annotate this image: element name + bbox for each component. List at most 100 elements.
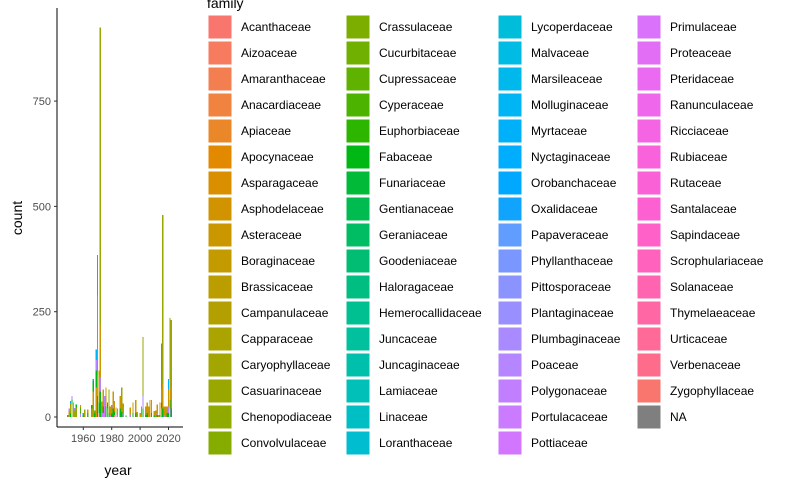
bar-stack xyxy=(136,411,138,417)
bar-stack xyxy=(170,320,173,417)
bar-stack xyxy=(108,389,110,417)
bar-segment xyxy=(96,374,99,396)
bar-segment xyxy=(166,406,168,413)
bar-stack xyxy=(146,402,148,417)
legend-label: Casuarinaceae xyxy=(241,384,322,398)
legend-label: Plumbaginaceae xyxy=(531,332,621,346)
bar-segment xyxy=(119,408,121,417)
legend-key xyxy=(636,300,662,326)
legend-label: Caryophyllaceae xyxy=(241,358,331,372)
bar-segment xyxy=(92,391,94,417)
bar-stack xyxy=(156,404,158,417)
legend-item: NA xyxy=(636,404,687,430)
bar-segment xyxy=(163,406,165,415)
legend-key xyxy=(345,66,371,92)
bar-stack xyxy=(121,387,123,417)
legend-key xyxy=(345,14,371,40)
legend-label: Acanthaceae xyxy=(241,20,311,34)
legend-key xyxy=(497,14,523,40)
bar-segment xyxy=(69,403,72,414)
legend-item: Portulacaceae xyxy=(497,404,608,430)
bar-segment xyxy=(121,387,123,412)
bar-segment xyxy=(104,395,106,405)
bar-segment xyxy=(155,410,157,417)
bar-stack xyxy=(113,400,116,417)
bar-segment xyxy=(71,399,73,405)
legend-label: Hemerocallidaceae xyxy=(379,306,482,320)
legend-label: Plantaginaceae xyxy=(531,306,614,320)
bar-segment xyxy=(102,389,104,407)
legend-key xyxy=(497,274,523,300)
bar-segment xyxy=(169,318,171,380)
y-tick-label: 0 xyxy=(45,412,51,424)
bar-segment xyxy=(135,412,137,417)
legend-key xyxy=(497,170,523,196)
legend-key xyxy=(636,326,662,352)
legend-item: Goodeniaceae xyxy=(345,248,457,274)
legend-label: Rubiaceae xyxy=(670,150,728,164)
legend-item: Anacardiaceae xyxy=(207,92,321,118)
bar-stack xyxy=(75,404,77,417)
bar-stack xyxy=(166,406,168,417)
bar-stack xyxy=(68,408,70,417)
legend-label: Crassulaceae xyxy=(379,20,453,34)
bar-stack xyxy=(99,27,102,417)
legend-item: Linaceae xyxy=(345,404,428,430)
legend-item: Molluginaceae xyxy=(497,92,609,118)
legend-key xyxy=(207,248,233,274)
bar-segment xyxy=(132,412,134,417)
legend-item: Plantaginaceae xyxy=(497,300,614,326)
bar-segment xyxy=(99,391,102,417)
legend-title: family xyxy=(207,0,244,11)
bar-segment xyxy=(125,415,127,417)
bar-segment xyxy=(113,411,116,415)
bar-segment xyxy=(159,414,161,417)
legend-item: Loranthaceae xyxy=(345,430,453,456)
bar-segment xyxy=(95,387,97,417)
legend-item: Primulaceae xyxy=(636,14,737,40)
legend-item: Plumbaginaceae xyxy=(497,326,621,352)
bar-stack xyxy=(112,391,114,417)
bar-segment xyxy=(153,415,155,417)
x-ticks: 1960 1980 2000 2020 xyxy=(71,427,181,445)
bar-stack xyxy=(79,405,82,417)
legend-label: Convolvulaceae xyxy=(241,436,327,450)
bar-segment xyxy=(112,391,114,405)
legend-item: Convolvulaceae xyxy=(207,430,327,456)
legend-label: Zygophyllaceae xyxy=(670,384,754,398)
bar-segment xyxy=(160,408,163,417)
bar-stack xyxy=(165,406,167,417)
bar-stack xyxy=(94,410,96,417)
legend-label: Amaranthaceae xyxy=(241,72,326,86)
bar-segment xyxy=(169,408,171,417)
legend: Acanthaceae Aizoaceae Amaranthaceae Anacard… xyxy=(207,14,764,456)
legend-key xyxy=(207,274,233,300)
legend-label: Portulacaceae xyxy=(531,410,608,424)
bar-segment xyxy=(145,414,147,417)
legend-item: Hemerocallidaceae xyxy=(345,300,482,326)
legend-key xyxy=(207,352,233,378)
bar-segment xyxy=(139,412,141,417)
legend-label: Gentianaceae xyxy=(379,202,454,216)
bar-segment xyxy=(167,379,170,390)
bar-segment xyxy=(68,408,70,412)
bar-segment xyxy=(99,324,102,377)
bar-segment xyxy=(142,395,144,409)
bar-segment xyxy=(99,27,102,325)
bar-segment xyxy=(167,389,170,407)
legend-key xyxy=(497,66,523,92)
plot-panel xyxy=(67,27,173,417)
bar-segment xyxy=(98,398,100,403)
bar-segment xyxy=(156,414,158,417)
legend-item: Ricciaceae xyxy=(636,118,729,144)
legend-key xyxy=(345,196,371,222)
legend-item: Malvaceae xyxy=(497,40,589,66)
legend-key xyxy=(497,196,523,222)
legend-item: Fabaceae xyxy=(345,144,433,170)
legend-item: Caryophyllaceae xyxy=(207,352,331,378)
bar-segment xyxy=(113,400,116,412)
legend-label: Molluginaceae xyxy=(531,98,609,112)
bar-segment xyxy=(149,400,151,417)
legend-label: Orobanchaceae xyxy=(531,176,617,190)
legend-item: Orobanchaceae xyxy=(497,170,617,196)
